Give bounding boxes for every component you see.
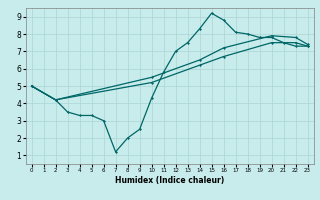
X-axis label: Humidex (Indice chaleur): Humidex (Indice chaleur) bbox=[115, 176, 224, 185]
